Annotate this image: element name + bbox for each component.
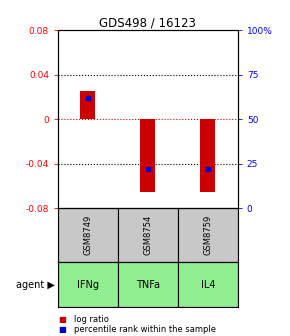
Text: GSM8749: GSM8749 <box>84 215 93 255</box>
Bar <box>140 119 155 192</box>
Text: ■: ■ <box>58 316 66 324</box>
Title: GDS498 / 16123: GDS498 / 16123 <box>99 16 196 29</box>
Text: IL4: IL4 <box>201 280 215 290</box>
Text: GSM8759: GSM8759 <box>203 215 212 255</box>
Bar <box>58 262 118 307</box>
Text: IFNg: IFNg <box>77 280 99 290</box>
Bar <box>118 208 178 262</box>
Text: GSM8754: GSM8754 <box>143 215 153 255</box>
Bar <box>178 208 238 262</box>
Text: ■: ■ <box>58 326 66 334</box>
Text: percentile rank within the sample: percentile rank within the sample <box>74 326 216 334</box>
Text: log ratio: log ratio <box>74 316 109 324</box>
Bar <box>58 208 118 262</box>
Bar <box>118 262 178 307</box>
Bar <box>80 91 95 119</box>
Bar <box>178 262 238 307</box>
Text: agent ▶: agent ▶ <box>16 280 55 290</box>
Bar <box>200 119 215 192</box>
Text: TNFa: TNFa <box>136 280 160 290</box>
